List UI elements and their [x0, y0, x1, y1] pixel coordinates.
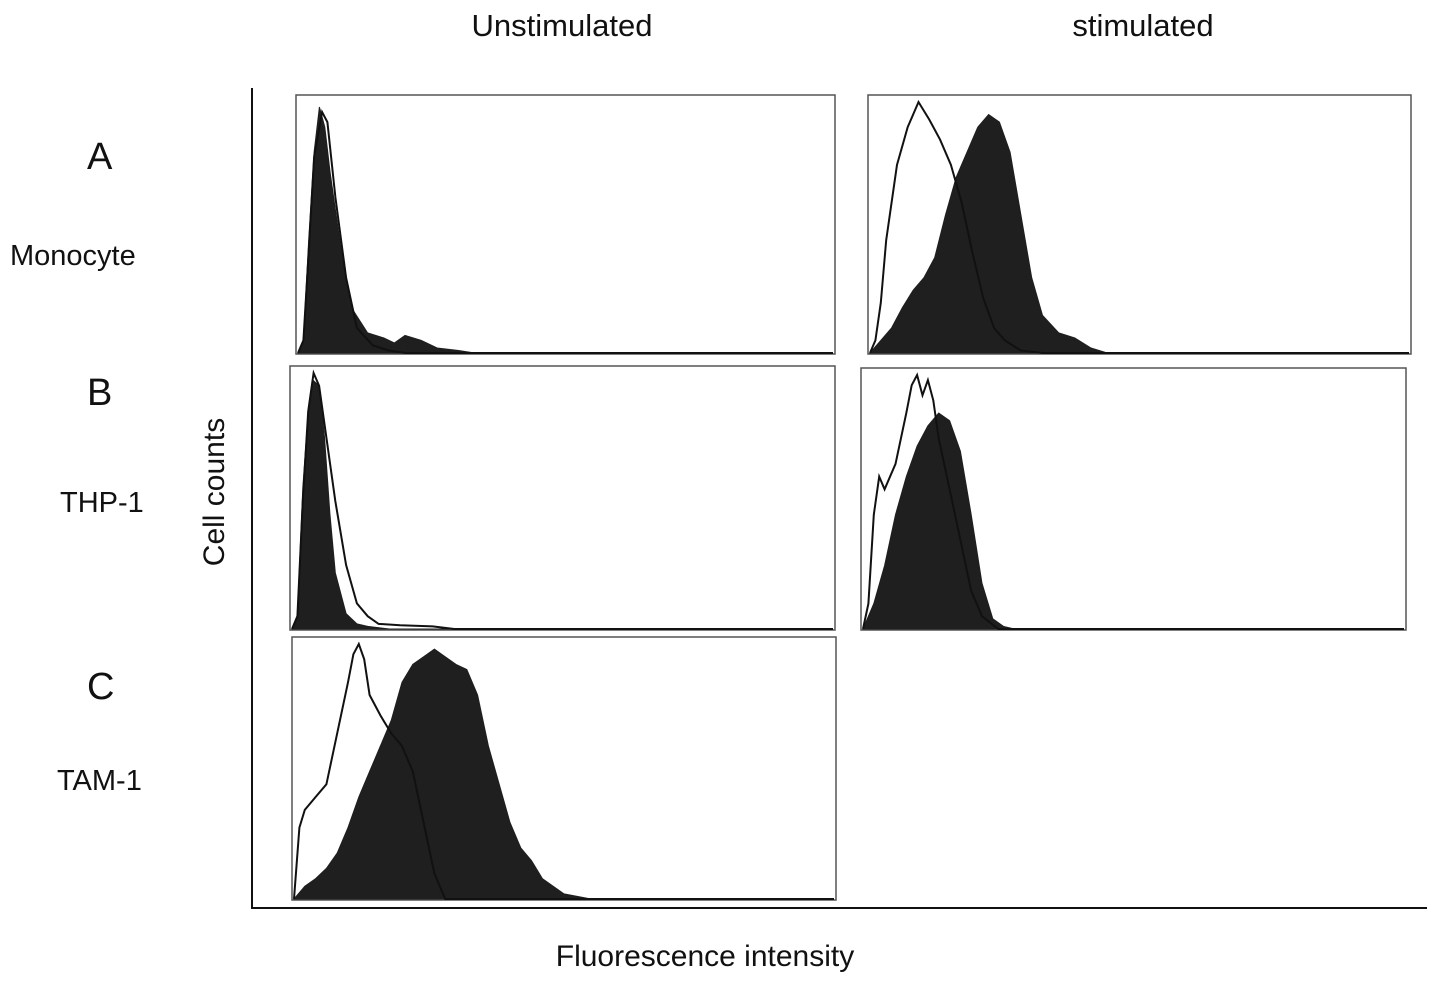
histogram-panel-c-unstimulated — [291, 636, 837, 901]
histogram-panel-a-stimulated — [867, 94, 1412, 355]
outline-histogram — [291, 369, 833, 630]
outline-histogram — [293, 641, 834, 900]
row-name-monocyte: Monocyte — [10, 240, 136, 272]
row-letter-c: C — [87, 666, 115, 708]
column-title-stimulated: stimulated — [1072, 8, 1214, 43]
histogram-panel-b-unstimulated — [289, 365, 836, 631]
row-letter-b: B — [87, 372, 113, 414]
panel-frame — [295, 94, 836, 355]
row-name-tam1: TAM-1 — [57, 765, 142, 797]
row-letter-a: A — [87, 136, 113, 178]
outline-histogram — [869, 99, 1409, 354]
filled-histogram — [868, 113, 1409, 354]
histogram-panel-a-unstimulated — [295, 94, 836, 355]
column-title-unstimulated: Unstimulated — [471, 8, 653, 43]
filled-histogram — [292, 648, 834, 900]
x-axis-label: Fluorescence intensity — [555, 940, 855, 973]
outline-histogram — [862, 372, 1404, 630]
panel-frame — [289, 365, 836, 631]
outline-histogram — [297, 108, 833, 354]
histogram-panel-b-stimulated — [860, 367, 1407, 631]
row-name-thp1: THP-1 — [60, 487, 144, 519]
